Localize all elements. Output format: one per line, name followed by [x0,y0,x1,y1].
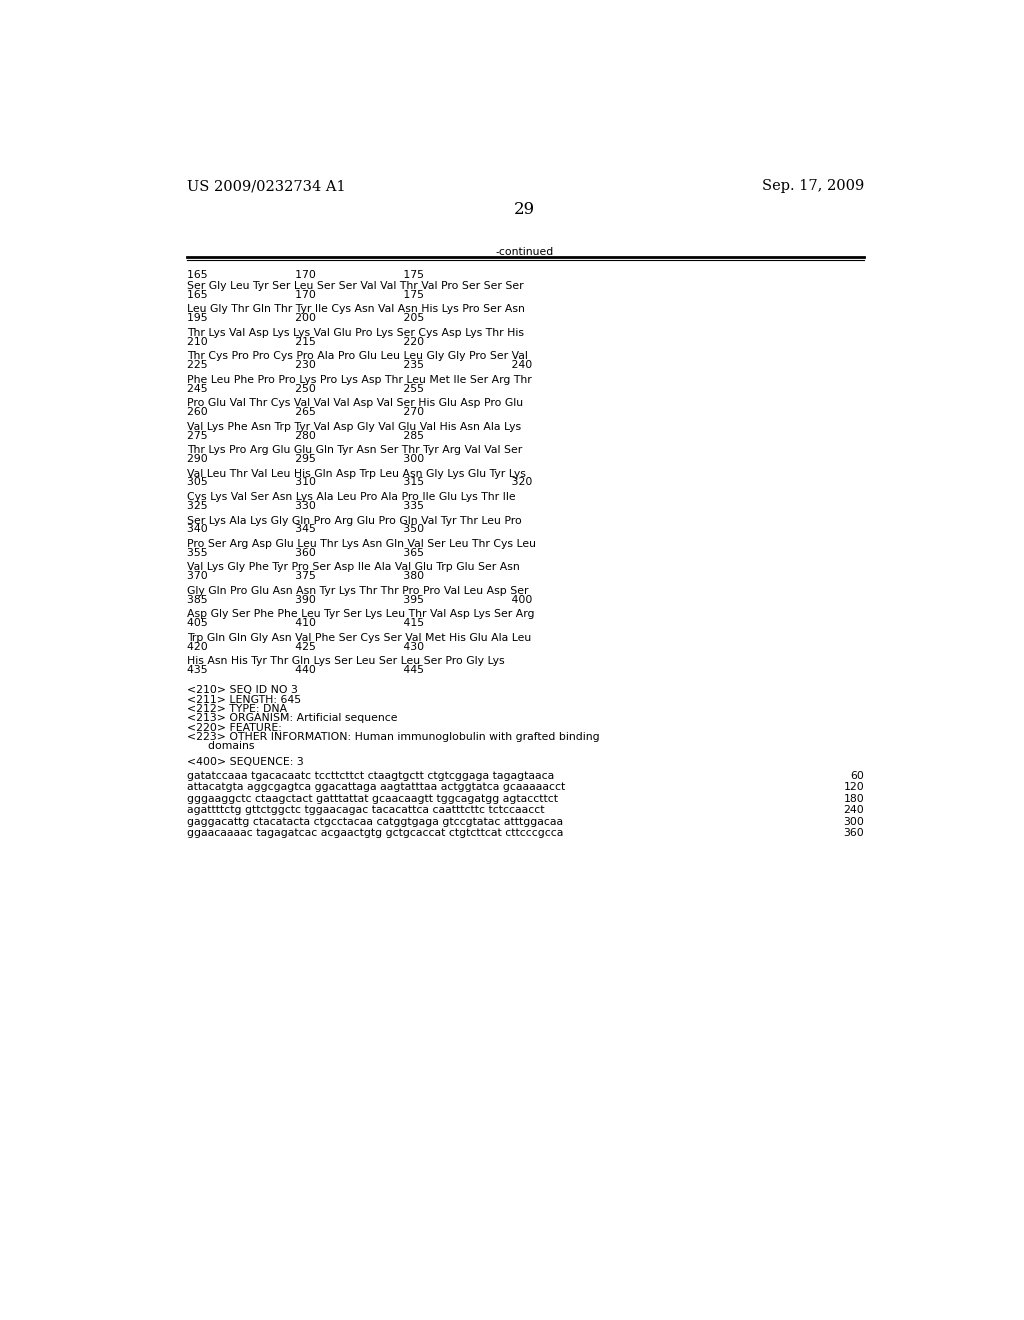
Text: Cys Lys Val Ser Asn Lys Ala Leu Pro Ala Pro Ile Glu Lys Thr Ile: Cys Lys Val Ser Asn Lys Ala Leu Pro Ala … [187,492,515,502]
Text: gatatccaaa tgacacaatc tccttcttct ctaagtgctt ctgtcggaga tagagtaaca: gatatccaaa tgacacaatc tccttcttct ctaagtg… [187,771,554,781]
Text: 385                         390                         395                     : 385 390 395 [187,595,532,605]
Text: 275                         280                         285: 275 280 285 [187,430,424,441]
Text: 195                         200                         205: 195 200 205 [187,313,424,323]
Text: 225                         230                         235                     : 225 230 235 [187,360,532,370]
Text: <220> FEATURE:: <220> FEATURE: [187,722,282,733]
Text: 180: 180 [844,793,864,804]
Text: 165                         170                         175: 165 170 175 [187,290,424,300]
Text: 29: 29 [514,201,536,218]
Text: His Asn His Tyr Thr Gln Lys Ser Leu Ser Leu Ser Pro Gly Lys: His Asn His Tyr Thr Gln Lys Ser Leu Ser … [187,656,505,667]
Text: 300: 300 [844,817,864,826]
Text: 370                         375                         380: 370 375 380 [187,572,424,581]
Text: Leu Gly Thr Gln Thr Tyr Ile Cys Asn Val Asn His Lys Pro Ser Asn: Leu Gly Thr Gln Thr Tyr Ile Cys Asn Val … [187,305,524,314]
Text: 245                         250                         255: 245 250 255 [187,384,424,393]
Text: gggaaggctc ctaagctact gatttattat gcaacaagtt tggcagatgg agtaccttct: gggaaggctc ctaagctact gatttattat gcaacaa… [187,793,558,804]
Text: 240: 240 [844,805,864,816]
Text: Phe Leu Phe Pro Pro Lys Pro Lys Asp Thr Leu Met Ile Ser Arg Thr: Phe Leu Phe Pro Pro Lys Pro Lys Asp Thr … [187,375,531,384]
Text: <400> SEQUENCE: 3: <400> SEQUENCE: 3 [187,758,304,767]
Text: 120: 120 [844,783,864,792]
Text: Pro Glu Val Thr Cys Val Val Val Asp Val Ser His Glu Asp Pro Glu: Pro Glu Val Thr Cys Val Val Val Asp Val … [187,399,523,408]
Text: agattttctg gttctggctc tggaacagac tacacattca caatttcttc tctccaacct: agattttctg gttctggctc tggaacagac tacacat… [187,805,545,816]
Text: 325                         330                         335: 325 330 335 [187,500,424,511]
Text: <213> ORGANISM: Artificial sequence: <213> ORGANISM: Artificial sequence [187,713,397,723]
Text: -continued: -continued [496,247,554,257]
Text: 290                         295                         300: 290 295 300 [187,454,424,465]
Text: 435                         440                         445: 435 440 445 [187,665,424,676]
Text: Val Lys Phe Asn Trp Tyr Val Asp Gly Val Glu Val His Asn Ala Lys: Val Lys Phe Asn Trp Tyr Val Asp Gly Val … [187,421,521,432]
Text: Sep. 17, 2009: Sep. 17, 2009 [762,180,864,193]
Text: 260                         265                         270: 260 265 270 [187,407,424,417]
Text: Thr Cys Pro Pro Cys Pro Ala Pro Glu Leu Leu Gly Gly Pro Ser Val: Thr Cys Pro Pro Cys Pro Ala Pro Glu Leu … [187,351,527,362]
Text: <212> TYPE: DNA: <212> TYPE: DNA [187,704,287,714]
Text: Thr Lys Val Asp Lys Lys Val Glu Pro Lys Ser Cys Asp Lys Thr His: Thr Lys Val Asp Lys Lys Val Glu Pro Lys … [187,327,524,338]
Text: <223> OTHER INFORMATION: Human immunoglobulin with grafted binding: <223> OTHER INFORMATION: Human immunoglo… [187,733,599,742]
Text: Pro Ser Arg Asp Glu Leu Thr Lys Asn Gln Val Ser Leu Thr Cys Leu: Pro Ser Arg Asp Glu Leu Thr Lys Asn Gln … [187,539,536,549]
Text: Ser Lys Ala Lys Gly Gln Pro Arg Glu Pro Gln Val Tyr Thr Leu Pro: Ser Lys Ala Lys Gly Gln Pro Arg Glu Pro … [187,516,521,525]
Text: attacatgta aggcgagtca ggacattaga aagtatttaa actggtatca gcaaaaacct: attacatgta aggcgagtca ggacattaga aagtatt… [187,783,565,792]
Text: gaggacattg ctacatacta ctgcctacaa catggtgaga gtccgtatac atttggacaa: gaggacattg ctacatacta ctgcctacaa catggtg… [187,817,563,826]
Text: domains: domains [187,742,254,751]
Text: Asp Gly Ser Phe Phe Leu Tyr Ser Lys Leu Thr Val Asp Lys Ser Arg: Asp Gly Ser Phe Phe Leu Tyr Ser Lys Leu … [187,610,535,619]
Text: 420                         425                         430: 420 425 430 [187,642,424,652]
Text: 165                         170                         175: 165 170 175 [187,271,424,280]
Text: 305                         310                         315                     : 305 310 315 [187,478,532,487]
Text: 340                         345                         350: 340 345 350 [187,524,424,535]
Text: 60: 60 [850,771,864,781]
Text: Gly Gln Pro Glu Asn Asn Tyr Lys Thr Thr Pro Pro Val Leu Asp Ser: Gly Gln Pro Glu Asn Asn Tyr Lys Thr Thr … [187,586,528,595]
Text: Thr Lys Pro Arg Glu Glu Gln Tyr Asn Ser Thr Tyr Arg Val Val Ser: Thr Lys Pro Arg Glu Glu Gln Tyr Asn Ser … [187,445,522,455]
Text: Val Leu Thr Val Leu His Gln Asp Trp Leu Asn Gly Lys Glu Tyr Lys: Val Leu Thr Val Leu His Gln Asp Trp Leu … [187,469,525,479]
Text: 355                         360                         365: 355 360 365 [187,548,424,558]
Text: US 2009/0232734 A1: US 2009/0232734 A1 [187,180,345,193]
Text: 405                         410                         415: 405 410 415 [187,618,424,628]
Text: <210> SEQ ID NO 3: <210> SEQ ID NO 3 [187,685,298,696]
Text: Ser Gly Leu Tyr Ser Leu Ser Ser Val Val Thr Val Pro Ser Ser Ser: Ser Gly Leu Tyr Ser Leu Ser Ser Val Val … [187,281,523,290]
Text: ggaacaaaac tagagatcac acgaactgtg gctgcaccat ctgtcttcat cttcccgcca: ggaacaaaac tagagatcac acgaactgtg gctgcac… [187,828,563,838]
Text: Val Lys Gly Phe Tyr Pro Ser Asp Ile Ala Val Glu Trp Glu Ser Asn: Val Lys Gly Phe Tyr Pro Ser Asp Ile Ala … [187,562,519,573]
Text: Trp Gln Gln Gly Asn Val Phe Ser Cys Ser Val Met His Glu Ala Leu: Trp Gln Gln Gly Asn Val Phe Ser Cys Ser … [187,632,531,643]
Text: <211> LENGTH: 645: <211> LENGTH: 645 [187,694,301,705]
Text: 210                         215                         220: 210 215 220 [187,337,424,347]
Text: 360: 360 [844,828,864,838]
